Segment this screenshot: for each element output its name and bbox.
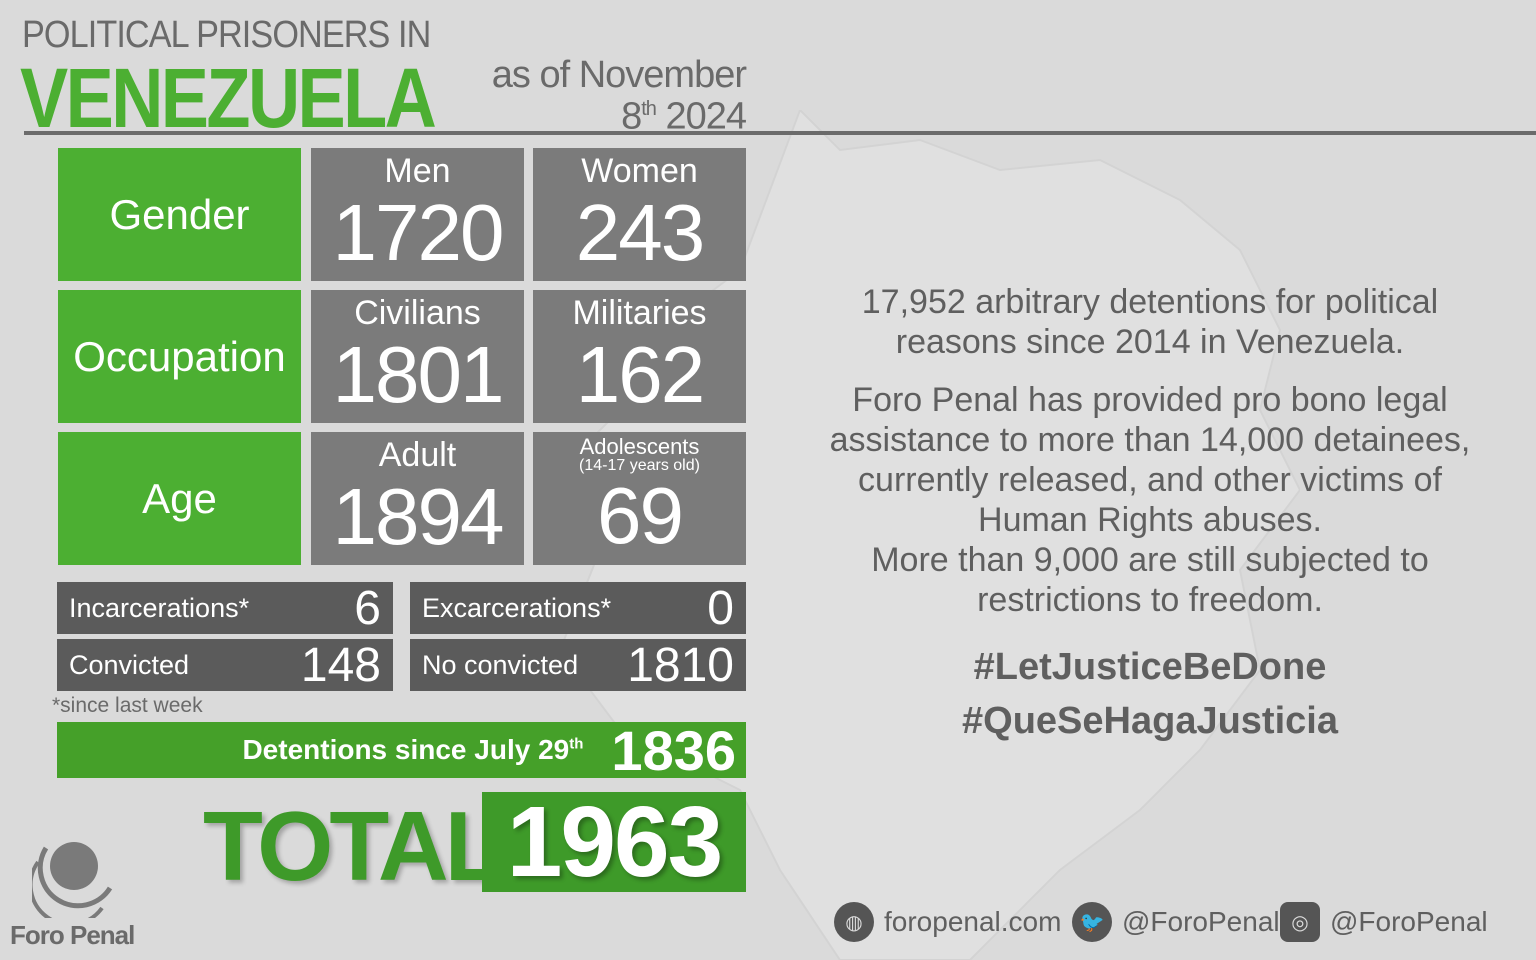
bar-label: Incarcerations* bbox=[69, 592, 250, 623]
cell-value: 69 bbox=[597, 471, 684, 560]
cell-label: Militaries bbox=[572, 294, 707, 332]
cell-men: Men 1720 bbox=[311, 148, 524, 281]
cell-value: 1720 bbox=[332, 188, 505, 277]
bar-convicted: Convicted 148 bbox=[57, 638, 393, 692]
twitter-link[interactable]: 🐦 @ForoPenal bbox=[1072, 902, 1280, 942]
globe-icon: ◍ bbox=[834, 902, 874, 942]
detentions-sup: th bbox=[569, 735, 584, 753]
date-line1: as of November bbox=[491, 54, 747, 96]
logo-text: Foro Penal bbox=[10, 920, 135, 950]
hashtag-spanish: #QueSeHagaJusticia bbox=[962, 700, 1338, 742]
bar-excarcerations: Excarcerations* 0 bbox=[410, 581, 746, 635]
date-day: 8 bbox=[621, 95, 642, 138]
category-age: Age bbox=[58, 432, 301, 565]
cell-label: Women bbox=[581, 152, 698, 190]
bar-label: No convicted bbox=[422, 649, 579, 680]
instagram-link[interactable]: ◎ @ForoPenal bbox=[1280, 902, 1488, 942]
date-year: 2024 bbox=[665, 95, 747, 138]
bar-value: 6 bbox=[354, 581, 381, 635]
cell-militaries: Militaries 162 bbox=[533, 290, 746, 423]
bar-incarcerations: Incarcerations* 6 bbox=[57, 581, 393, 635]
cell-adult: Adult 1894 bbox=[311, 432, 524, 565]
total-label: TOTAL bbox=[203, 791, 505, 901]
cell-women: Women 243 bbox=[533, 148, 746, 281]
restrictions-paragraph: More than 9,000 are still subjected to r… bbox=[871, 541, 1429, 619]
bar-value: 148 bbox=[300, 638, 381, 692]
cell-sublabel: (14-17 years old) bbox=[579, 457, 700, 474]
instagram-icon: ◎ bbox=[1280, 902, 1320, 942]
bar-no-convicted: No convicted 1810 bbox=[410, 638, 746, 692]
detentions-label: Detentions since July 29th bbox=[242, 734, 583, 766]
cell-value: 243 bbox=[575, 188, 705, 277]
foro-penal-logo-icon bbox=[32, 842, 113, 918]
website-text: foropenal.com bbox=[884, 906, 1062, 937]
twitter-icon: 🐦 bbox=[1072, 902, 1112, 942]
cell-value: 1801 bbox=[332, 330, 505, 419]
footnote: *since last week bbox=[52, 694, 203, 717]
bar-label: Excarcerations* bbox=[422, 592, 612, 623]
bar-label: Convicted bbox=[69, 649, 190, 680]
cell-label: Men bbox=[384, 152, 451, 190]
title-line1: POLITICAL PRISONERS IN bbox=[22, 14, 431, 56]
divider bbox=[24, 131, 1536, 135]
website-link[interactable]: ◍ foropenal.com bbox=[834, 902, 1061, 942]
instagram-handle: @ForoPenal bbox=[1330, 906, 1488, 937]
detentions-value: 1836 bbox=[611, 718, 736, 782]
total-value: 1963 bbox=[482, 792, 746, 892]
date-line2: 8th 2024 bbox=[470, 92, 747, 136]
detentions-text: Detentions since July 29 bbox=[242, 734, 570, 765]
cell-label: Adolescents bbox=[579, 434, 700, 459]
cell-civilians: Civilians 1801 bbox=[311, 290, 524, 423]
date-sup: th bbox=[641, 98, 657, 120]
detentions-paragraph: 17,952 arbitrary detentions for politica… bbox=[861, 283, 1439, 361]
cell-label: Civilians bbox=[354, 294, 481, 332]
cell-value: 1894 bbox=[332, 472, 505, 561]
title-venezuela: VENEZUELA bbox=[20, 51, 437, 145]
cell-value: 162 bbox=[575, 330, 705, 419]
category-gender: Gender bbox=[58, 148, 301, 281]
bar-value: 0 bbox=[707, 581, 734, 635]
assistance-paragraph: Foro Penal has provided pro bono legal a… bbox=[829, 381, 1471, 539]
date-label: as of November 8th 2024 bbox=[470, 54, 747, 136]
cell-label: Adult bbox=[378, 436, 457, 474]
twitter-handle: @ForoPenal bbox=[1122, 906, 1280, 937]
cell-adolescents: Adolescents (14-17 years old) 69 bbox=[533, 432, 746, 565]
hashtag-english: #LetJusticeBeDone bbox=[973, 646, 1327, 688]
bar-value: 1810 bbox=[627, 638, 734, 692]
detentions-bar: Detentions since July 29th 1836 bbox=[57, 719, 746, 782]
category-occupation: Occupation bbox=[58, 290, 301, 423]
